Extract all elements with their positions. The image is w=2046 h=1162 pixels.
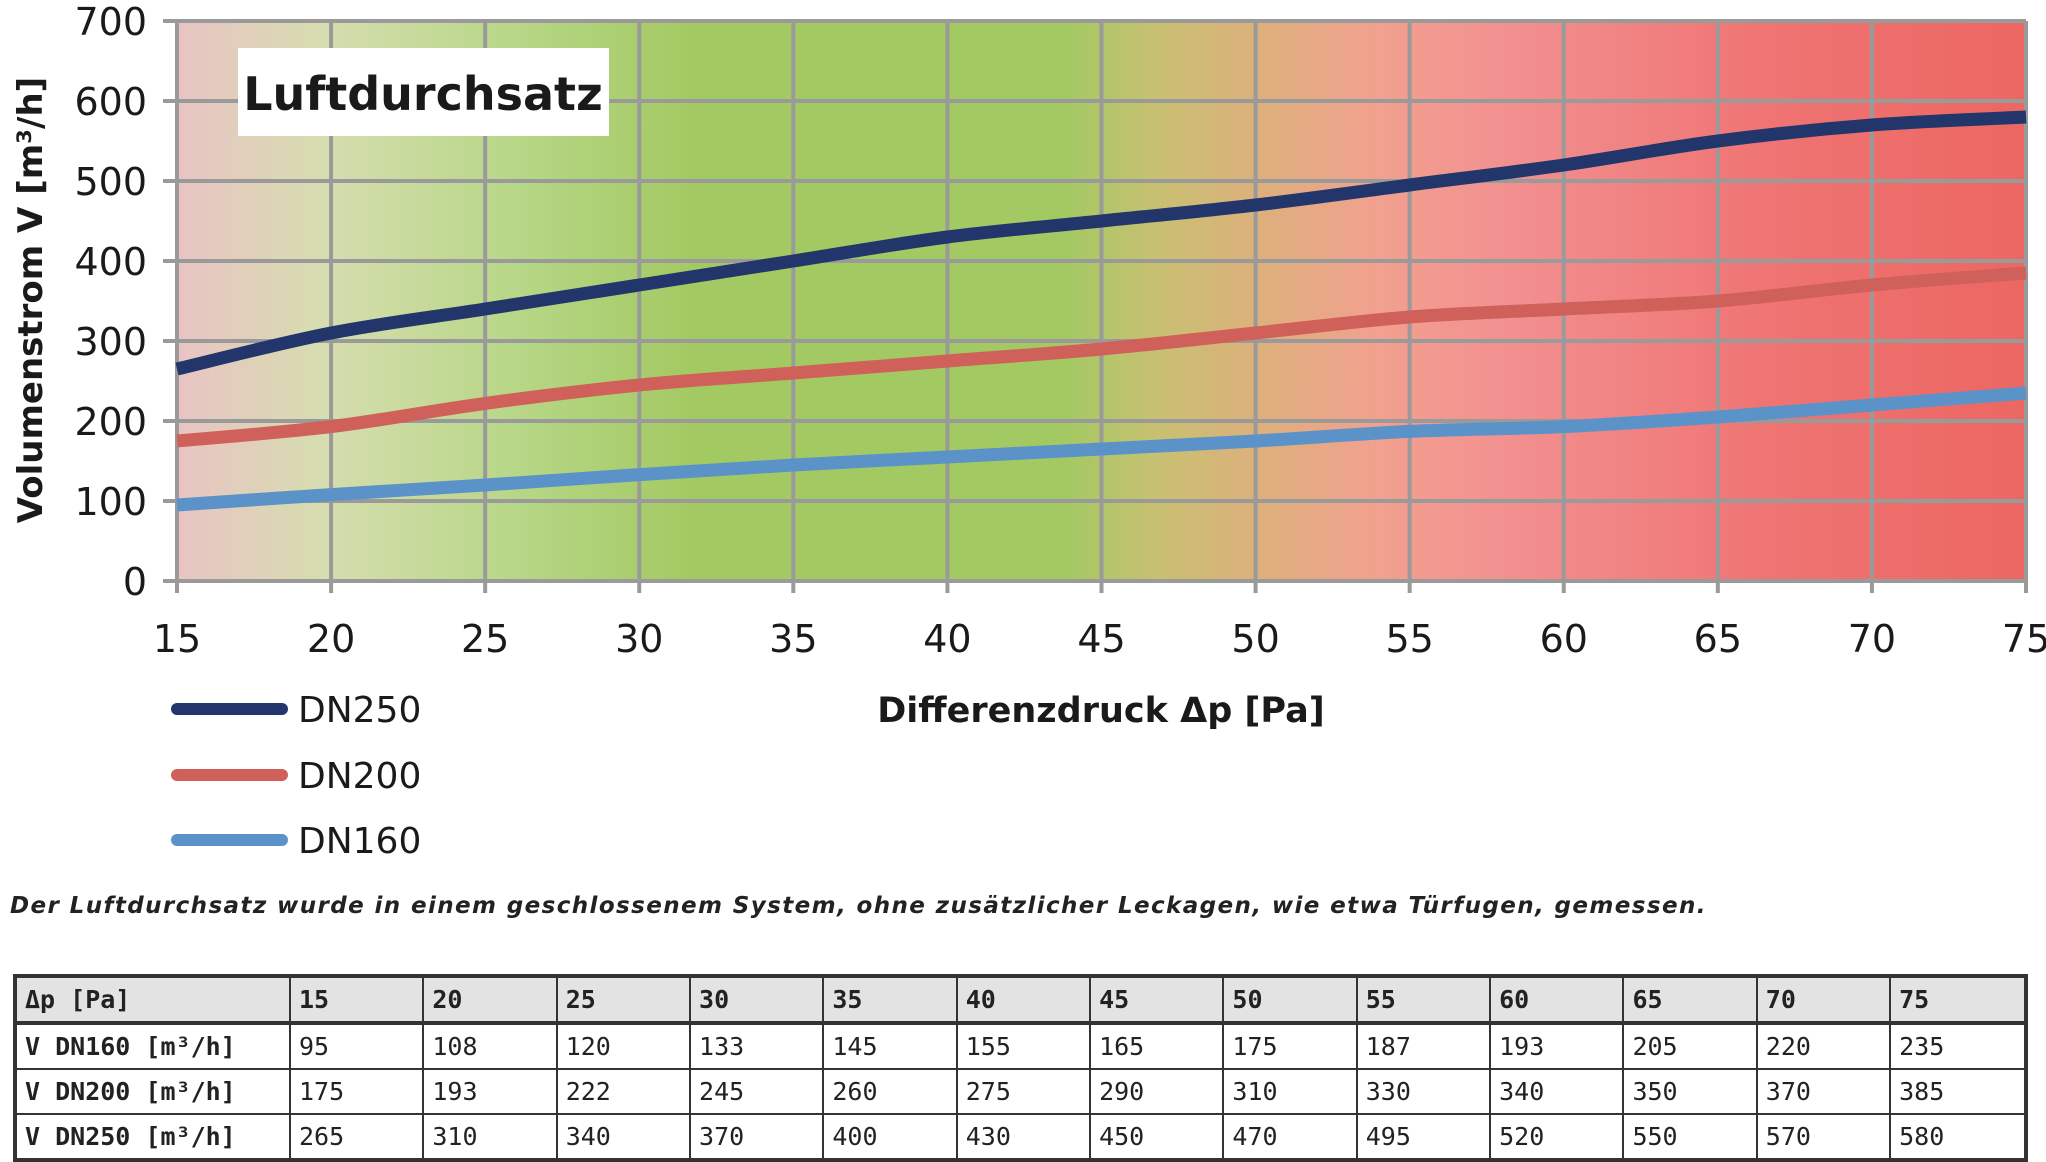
table-cell: 495: [1355, 1113, 1492, 1161]
x-axis-label: Differenzdruck Δp [Pa]: [877, 691, 1325, 731]
table-cell: 340: [1489, 1068, 1625, 1115]
x-axis-ticks: 15 20 25 30 35 40 45 50 55 60 65 70 75: [153, 617, 2046, 661]
legend-item-dn250: DN250: [171, 690, 421, 731]
table-row: V DN250 [m³/h] 265 310 340 370 400 430 450 470 49…: [14, 1113, 2027, 1161]
legend: DN250 DN200 DN160: [171, 690, 421, 862]
y-tick-label: 600: [74, 80, 147, 124]
legend-item-dn160: DN160: [171, 821, 421, 862]
data-table: Δp [Pa] 15 20 25 30 35 40 45 50 55 60 65 70 75 V DN1…: [13, 974, 2028, 1162]
chart: 0 100 200 300 400 500 600 700 15 20 25 30 35 40 45 50 5…: [11, 0, 2046, 862]
table-cell: 310: [1222, 1068, 1358, 1115]
table-cell: 580: [1889, 1113, 2027, 1161]
chart-title-box: [238, 48, 609, 136]
table-cell: 222: [555, 1068, 692, 1115]
table-cell: 187: [1355, 1022, 1492, 1070]
legend-label: DN250: [298, 690, 421, 731]
x-tick-label: 45: [1077, 617, 1125, 661]
table-cell: 550: [1622, 1113, 1758, 1161]
x-tick-label: 40: [923, 617, 971, 661]
x-tick-label: 75: [2002, 617, 2046, 661]
table-header-cell: 20: [422, 975, 558, 1025]
legend-item-dn200: DN200: [171, 756, 421, 797]
x-tick-label: 20: [307, 617, 355, 661]
table-header-label: Δp [Pa]: [14, 975, 291, 1025]
table-cell: 370: [1755, 1068, 1892, 1115]
y-tick-label: 200: [74, 400, 147, 444]
series-lines: [175, 110, 2027, 512]
table-cell: 205: [1622, 1022, 1758, 1070]
x-tick-label: 25: [461, 617, 509, 661]
table-row: V DN160 [m³/h] 95 108 120 133 145 155 165 175 187…: [14, 1022, 2027, 1070]
table-cell: 120: [555, 1022, 692, 1070]
table-cell: 155: [955, 1022, 1092, 1070]
table-cell: 290: [1089, 1068, 1225, 1115]
x-tick-label: 50: [1231, 617, 1279, 661]
table-cell: 265: [288, 1113, 425, 1161]
table-cell: 108: [422, 1022, 558, 1070]
table-header-cell: 75: [1889, 975, 2027, 1025]
table-header-cell: 55: [1355, 975, 1492, 1025]
table-row-label: V DN250 [m³/h]: [14, 1113, 291, 1161]
table-cell: 340: [555, 1113, 692, 1161]
table-header-cell: 60: [1489, 975, 1625, 1025]
table-cell: 145: [822, 1022, 958, 1070]
legend-label: DN200: [298, 756, 421, 797]
table-cell: 165: [1089, 1022, 1225, 1070]
table-cell: 450: [1089, 1113, 1225, 1161]
x-tick-label: 55: [1385, 617, 1433, 661]
table-cell: 470: [1222, 1113, 1358, 1161]
table-cell: 193: [422, 1068, 558, 1115]
table-row-label: V DN200 [m³/h]: [14, 1068, 291, 1115]
y-axis-label: Volumenstrom V [m³/h]: [11, 77, 51, 523]
x-tick-label: 30: [615, 617, 663, 661]
x-tick-label: 70: [1848, 617, 1896, 661]
table-cell: 430: [955, 1113, 1092, 1161]
table-header-cell: 40: [955, 975, 1092, 1025]
table-cell: 175: [288, 1068, 425, 1115]
table-cell: 400: [822, 1113, 958, 1161]
table-row-label: V DN160 [m³/h]: [14, 1022, 291, 1070]
x-tick-label: 35: [769, 617, 817, 661]
table-header-cell: 50: [1222, 975, 1358, 1025]
measurement-note: Der Luftdurchsatz wurde in einem geschlo…: [10, 893, 1707, 919]
y-tick-label: 500: [74, 160, 147, 204]
table-cell: 330: [1355, 1068, 1492, 1115]
x-tick-label: 65: [1694, 617, 1742, 661]
y-axis-ticks: 0 100 200 300 400 500 600 700: [74, 0, 147, 604]
table-cell: 275: [955, 1068, 1092, 1115]
y-tick-label: 100: [74, 480, 147, 524]
table-cell: 310: [422, 1113, 558, 1161]
y-tick-label: 0: [123, 560, 147, 604]
table-cell: 385: [1889, 1068, 2027, 1115]
table-cell: 245: [689, 1068, 825, 1115]
table-cell: 350: [1622, 1068, 1758, 1115]
table-header-cell: 30: [689, 975, 825, 1025]
table-header-cell: 45: [1089, 975, 1225, 1025]
x-tick-label: 15: [153, 617, 201, 661]
table-row: V DN200 [m³/h] 175 193 222 245 260 275 290 310 33…: [14, 1068, 2027, 1115]
table-header-cell: 35: [822, 975, 958, 1025]
table-header-cell: 25: [555, 975, 692, 1025]
table-header-cell: 15: [288, 975, 425, 1025]
x-tick-label: 60: [1540, 617, 1588, 661]
table-cell: 193: [1489, 1022, 1625, 1070]
table-header-row: Δp [Pa] 15 20 25 30 35 40 45 50 55 60 65 70 75: [14, 975, 2027, 1025]
y-tick-label: 700: [74, 0, 147, 44]
table-header-cell: 70: [1755, 975, 1892, 1025]
y-tick-label: 300: [74, 320, 147, 364]
chart-title: Luftdurchsatz: [243, 67, 603, 121]
y-tick-label: 400: [74, 240, 147, 284]
table-cell: 95: [288, 1022, 425, 1070]
table-cell: 175: [1222, 1022, 1358, 1070]
table-header-cell: 65: [1622, 975, 1758, 1025]
table-cell: 370: [689, 1113, 825, 1161]
table-cell: 220: [1755, 1022, 1892, 1070]
table-cell: 520: [1489, 1113, 1625, 1161]
table-cell: 570: [1755, 1113, 1892, 1161]
table-cell: 133: [689, 1022, 825, 1070]
table-cell: 260: [822, 1068, 958, 1115]
legend-label: DN160: [298, 821, 421, 862]
table-body: V DN160 [m³/h] 95 108 120 133 145 155 165 175 187…: [14, 1022, 2027, 1161]
table-cell: 235: [1889, 1022, 2027, 1070]
